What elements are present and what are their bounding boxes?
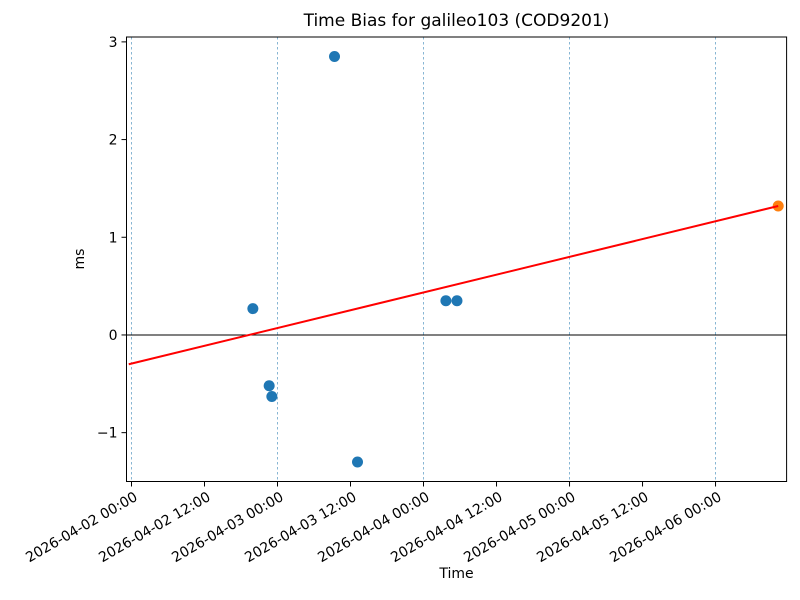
bias-observations-marker xyxy=(352,456,364,468)
trend-line xyxy=(128,205,779,366)
y-tick-label: −1 xyxy=(97,426,118,442)
bias-observations-marker xyxy=(451,295,463,307)
y-tick-label: 3 xyxy=(109,35,118,51)
bias-observations-marker xyxy=(266,391,278,403)
data-layer xyxy=(128,51,784,468)
x-axis-label: Time xyxy=(438,566,473,582)
grid-layer xyxy=(131,37,716,482)
bias-observations-marker xyxy=(263,380,275,392)
y-tick-label: 0 xyxy=(109,328,118,344)
bias-observations-marker xyxy=(329,51,341,63)
axes-spines xyxy=(126,36,788,482)
axes-frame xyxy=(126,36,788,482)
y-axis-label: ms xyxy=(72,249,88,270)
y-tick-label: 1 xyxy=(109,230,118,246)
bias-observations-marker xyxy=(440,295,452,307)
chart-title: Time Bias for galileo103 (COD9201) xyxy=(303,11,610,31)
bias-observations-marker xyxy=(247,303,259,315)
y-tick-label: 2 xyxy=(109,133,118,149)
